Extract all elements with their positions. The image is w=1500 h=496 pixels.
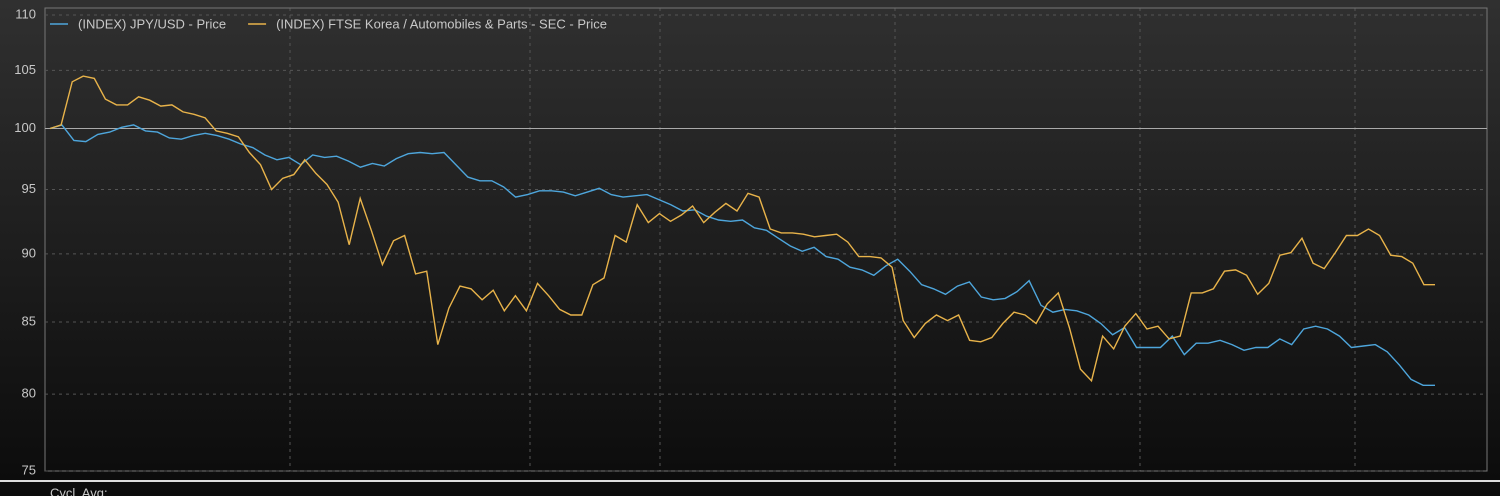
y-tick-label: 80 (22, 386, 36, 401)
y-tick-label: 105 (14, 62, 36, 77)
series-line (49, 124, 1435, 386)
y-tick-label: 110 (15, 6, 36, 21)
y-tick-label: 100 (14, 120, 36, 135)
y-tick-label: 95 (22, 181, 36, 196)
y-tick-label: 85 (22, 313, 36, 328)
y-tick-label: 75 (22, 462, 36, 477)
series-line (49, 75, 1435, 383)
footer-text: Cycl. Avg: (50, 485, 108, 496)
y-tick-label: 90 (22, 245, 36, 260)
legend-label: (INDEX) FTSE Korea / Automobiles & Parts… (276, 16, 607, 31)
legend-label: (INDEX) JPY/USD - Price (78, 16, 226, 31)
separator (0, 480, 1500, 482)
